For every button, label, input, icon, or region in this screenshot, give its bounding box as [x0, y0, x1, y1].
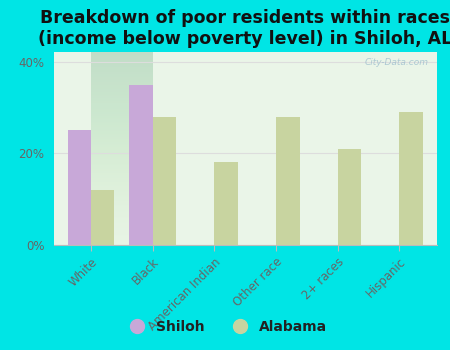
- Bar: [400, 112, 423, 245]
- Title: Breakdown of poor residents within races
(income below poverty level) in Shiloh,: Breakdown of poor residents within races…: [38, 9, 450, 48]
- Bar: [91, 190, 114, 245]
- Legend: Shiloh, Alabama: Shiloh, Alabama: [117, 314, 333, 340]
- Bar: [276, 117, 300, 245]
- Bar: [338, 149, 361, 245]
- Text: City-Data.com: City-Data.com: [365, 58, 429, 67]
- Bar: [153, 117, 176, 245]
- Bar: [68, 131, 91, 245]
- Bar: [214, 162, 238, 245]
- Bar: [129, 85, 153, 245]
